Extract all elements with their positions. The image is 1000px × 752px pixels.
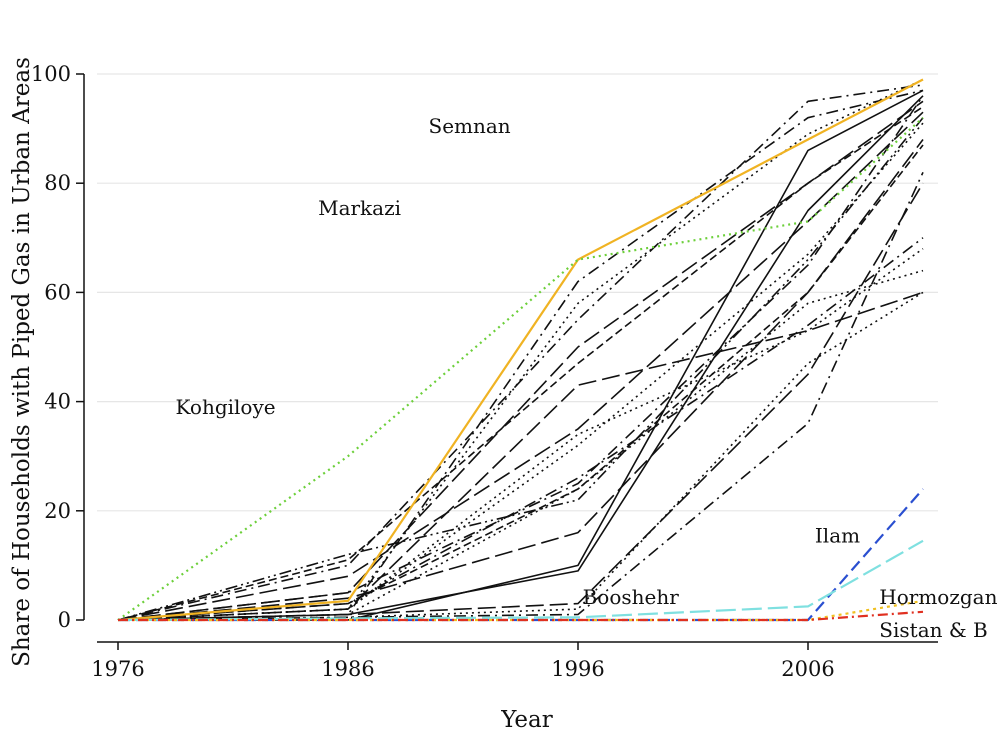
- series-line-semnan: [117, 78, 924, 622]
- series-line-kohgiloye: [117, 116, 924, 621]
- series-line-ilam: [118, 488, 924, 622]
- annotation-markazi: Markazi: [318, 196, 401, 220]
- series-line-other-5: [117, 111, 924, 621]
- y-tick-label-0: 0: [58, 608, 71, 632]
- x-axis-title: Year: [500, 707, 553, 733]
- other-province-series: [117, 78, 924, 621]
- x-tick-label-1976: 1976: [91, 657, 144, 681]
- series-line-hormozgan: [118, 599, 924, 622]
- y-tick-label-80: 80: [44, 171, 71, 195]
- series-line-other-12: [117, 95, 924, 621]
- series-line-booshehr: [117, 539, 924, 622]
- annotation-booshehr: Booshehr: [583, 585, 680, 609]
- series-line-other-18: [117, 106, 924, 621]
- series-line-other-15: [117, 269, 924, 621]
- x-tick-label-1986: 1986: [321, 657, 374, 681]
- series-line-other-19: [117, 144, 924, 621]
- tick-labels: 1976 1986 1996 2006 0 20 40 60 80 100: [31, 62, 835, 681]
- series-line-other-2: [117, 95, 924, 621]
- series-line-other-10: [117, 84, 924, 621]
- annotation-kohgiloye: Kohgiloye: [176, 395, 276, 419]
- x-tick-label-2006: 2006: [781, 657, 834, 681]
- y-axis-title: Share of Households with Piped Gas in Ur…: [9, 57, 35, 667]
- series-line-other-3: [117, 291, 924, 621]
- annotation-sistan-b: Sistan & B: [879, 618, 987, 642]
- series-annotations: Semnan Markazi Kohgiloye Ilam Booshehr Hormoz…: [176, 114, 998, 642]
- y-tick-label-20: 20: [44, 499, 71, 523]
- y-tick-label-60: 60: [44, 280, 71, 304]
- annotation-hormozgan: Hormozgan: [879, 585, 997, 609]
- series-line-other-14: [117, 78, 924, 621]
- series-line-other-4: [117, 100, 924, 621]
- x-tick-label-1996: 1996: [551, 657, 604, 681]
- series-line-other-13: [117, 248, 924, 621]
- series-line-other-20: [117, 117, 924, 621]
- gridlines: [97, 73, 938, 512]
- series-line-other-17: [117, 122, 924, 621]
- y-tick-label-40: 40: [44, 390, 71, 414]
- series-line-other-8: [117, 237, 924, 621]
- series-line-sistan-b: [118, 610, 924, 622]
- axes: [83, 74, 938, 643]
- series-line-other-11: [117, 89, 924, 621]
- y-tick-label-100: 100: [31, 62, 71, 86]
- annotation-ilam: Ilam: [815, 523, 860, 547]
- annotation-semnan: Semnan: [429, 114, 511, 138]
- series-line-other-6: [117, 139, 924, 621]
- series-line-other-16: [117, 291, 924, 621]
- highlighted-province-series: [117, 78, 924, 622]
- series-line-other-1: [118, 89, 924, 621]
